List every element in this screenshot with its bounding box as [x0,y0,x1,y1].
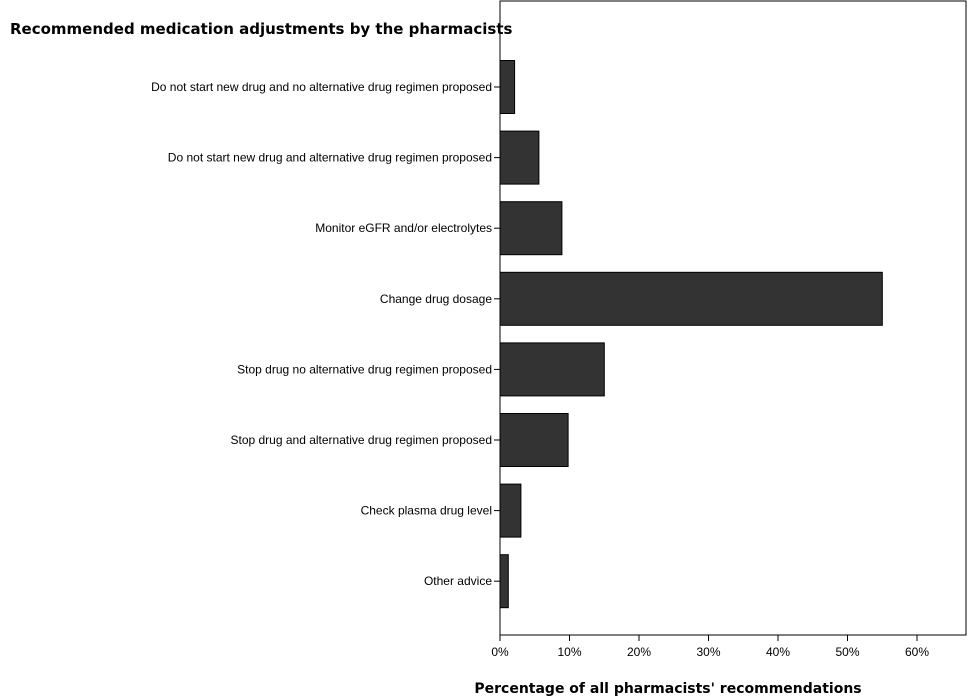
x-tick-label: 20% [627,645,651,659]
bar [499,271,883,326]
bar [499,483,522,538]
x-tick-label: 30% [696,645,720,659]
category-label: Do not start new drug and alternative dr… [168,151,492,165]
chart-title: Recommended medication adjustments by th… [10,20,512,38]
x-tick-label: 60% [905,645,929,659]
category-label: Stop drug no alternative drug regimen pr… [237,362,492,376]
bars-group [499,60,883,609]
bar [499,554,509,609]
category-label: Stop drug and alternative drug regimen p… [230,433,492,447]
category-ticks-group: Do not start new drug and no alternative… [151,80,500,588]
bar [499,413,569,467]
x-axis-label: Percentage of all pharmacists' recommend… [474,681,861,697]
category-label: Change drug dosage [380,292,492,306]
bar [499,130,540,185]
x-tick-label: 0% [491,645,509,659]
category-label: Monitor eGFR and/or electrolytes [315,221,492,235]
bar [499,60,516,114]
category-label: Other advice [424,574,492,588]
bar [499,342,605,397]
bar [499,201,563,256]
x-tick-label: 40% [766,645,790,659]
category-label: Do not start new drug and no alternative… [151,80,492,94]
x-ticks-group: 0% 10% 20% 30% 40% 50% 60% [491,635,929,659]
category-label: Check plasma drug level [361,504,492,518]
x-tick-label: 10% [557,645,581,659]
x-tick-label: 50% [835,645,859,659]
